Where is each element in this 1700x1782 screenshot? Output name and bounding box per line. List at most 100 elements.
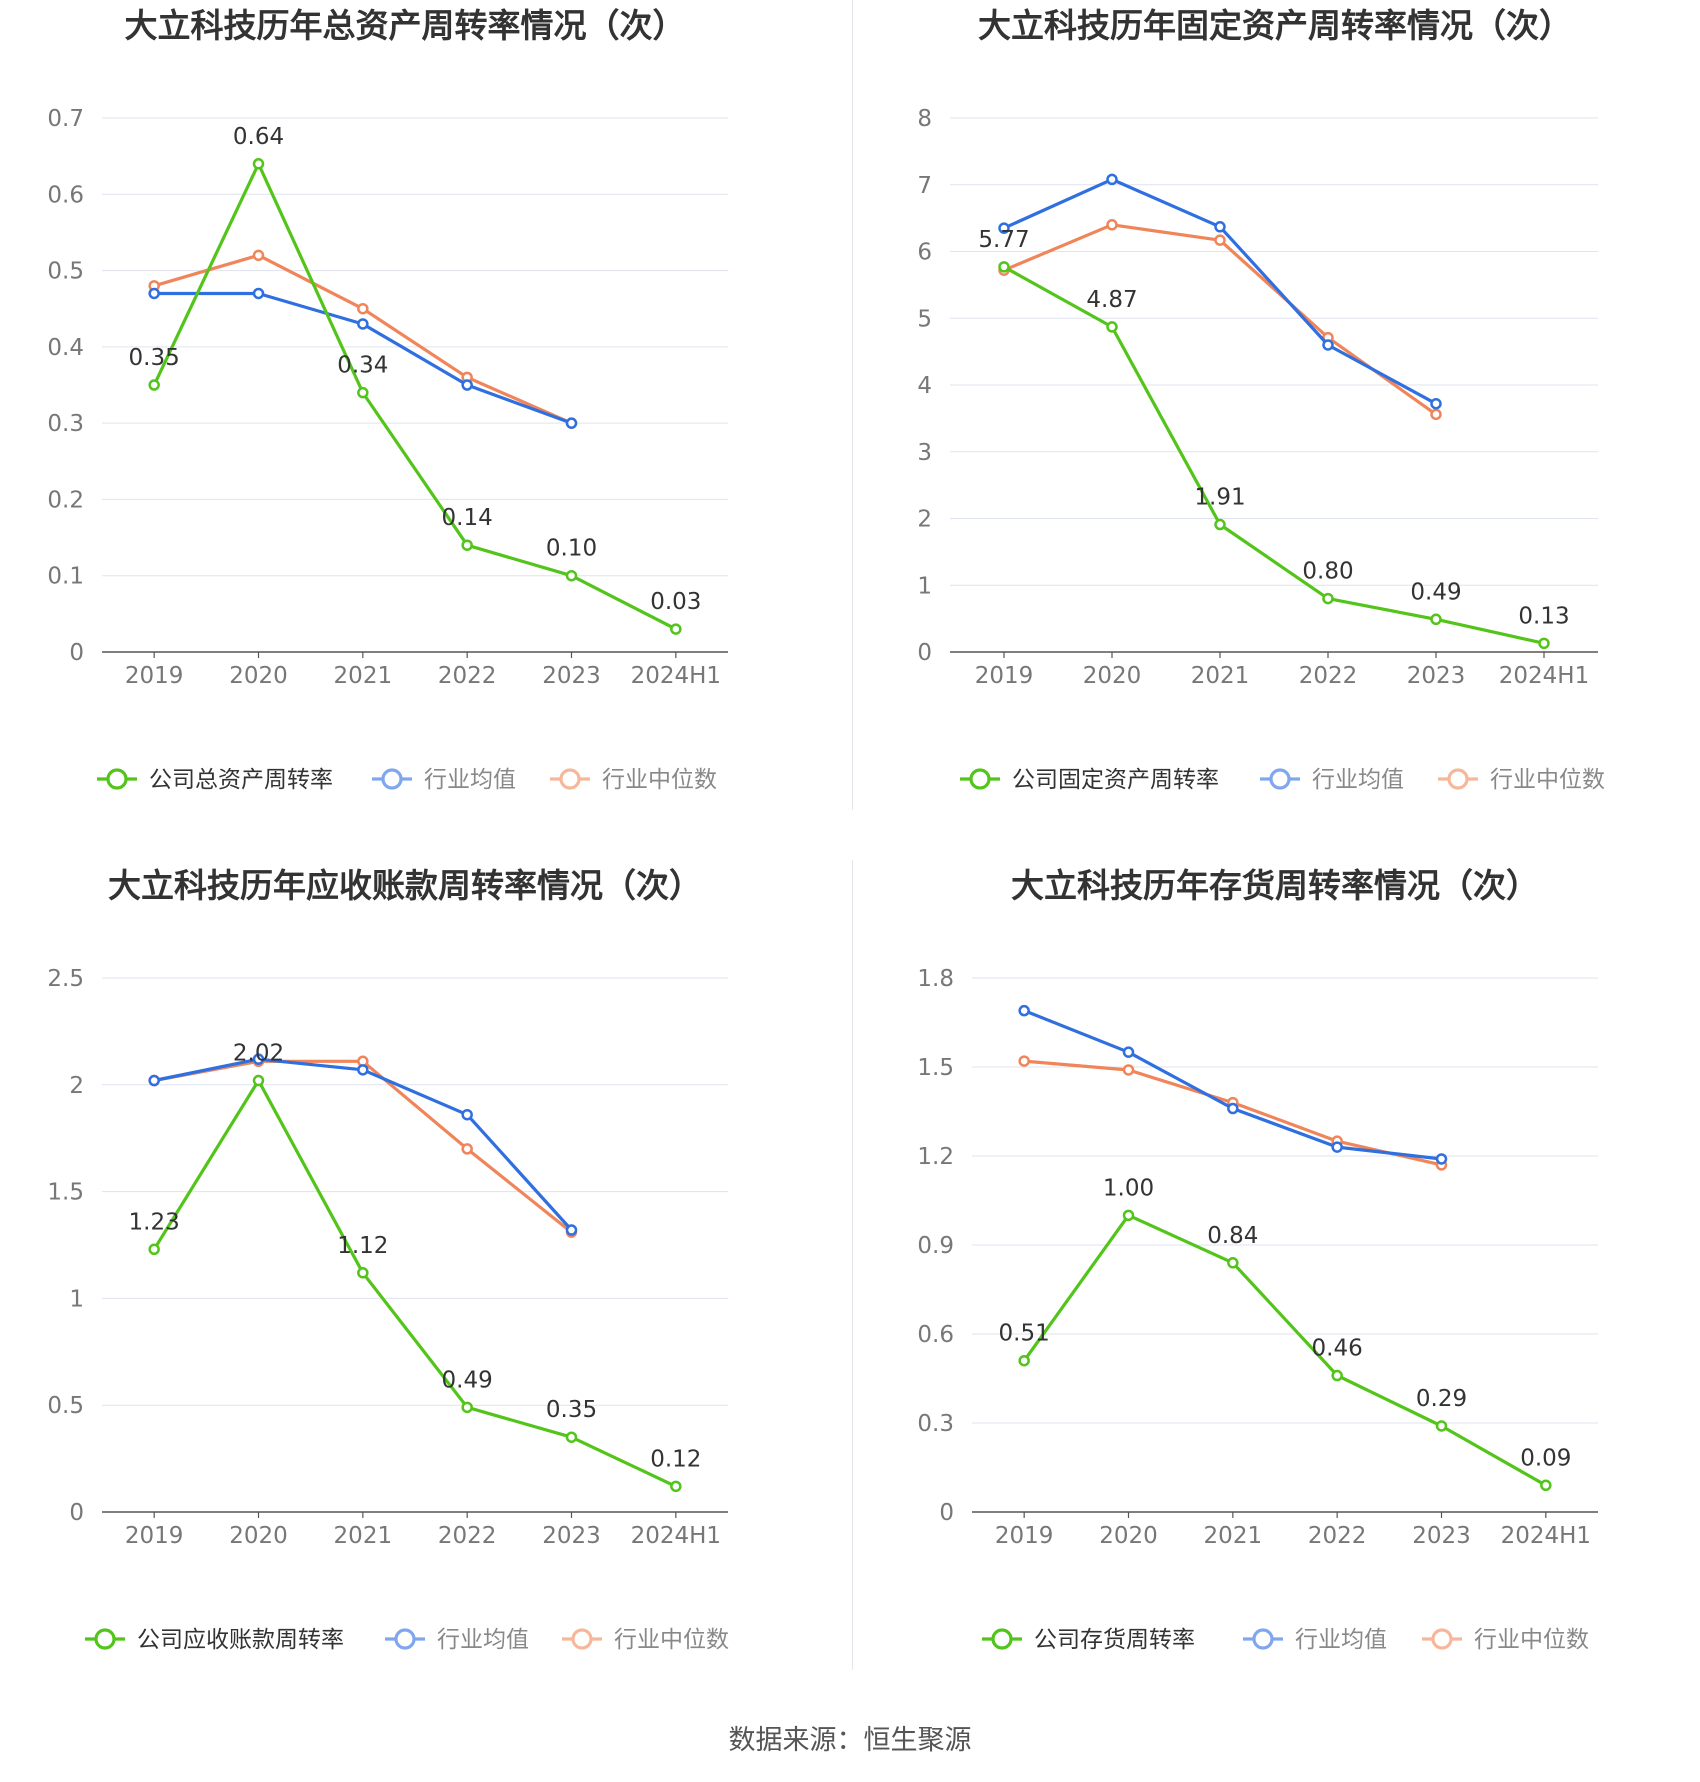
data-label: 1.23: [129, 1209, 180, 1235]
chart-panel-fixed-asset-turnover: 大立科技历年固定资产周转率情况（次） 0 1 2 3 4 5 6 7 8 2019 2020 2021 2…: [850, 0, 1700, 860]
x-tick-label: 2024H1: [1501, 1523, 1591, 1549]
y-tick-label: 1.5: [47, 1180, 84, 1206]
legend-marker-industry_median: [571, 1628, 593, 1650]
chart-svg-inventory-turnover: 大立科技历年存货周转率情况（次） 0 0.3 0.6 0.9 1.2 1.5 1.8 2019 2…: [917, 866, 1598, 1653]
x-tick-label: 2021: [334, 1523, 393, 1549]
y-tick-label: 0: [69, 1500, 84, 1526]
data-point-company: [670, 623, 682, 635]
series-line-company: [1003, 265, 1545, 645]
data-label: 0.46: [1312, 1336, 1363, 1362]
legend-marker-industry_avg: [1269, 768, 1291, 790]
y-tick-label: 0.6: [47, 182, 84, 208]
chart-svg-receivables-turnover: 大立科技历年应收账款周转率情况（次） 0 0.5 1 1.5 2 2.5 2019 2020 20…: [47, 866, 729, 1653]
data-point-company: [565, 569, 578, 582]
data-label: 1.12: [337, 1233, 388, 1259]
legend-marker-industry_median: [1431, 1628, 1453, 1650]
legend-label: 公司总资产周转率: [149, 767, 333, 793]
data-point-company: [1106, 321, 1118, 333]
data-point-industry_avg: [1430, 397, 1442, 410]
legend-label: 公司存货周转率: [1034, 1627, 1195, 1653]
data-point-industry_avg: [252, 287, 265, 300]
data-label: 0.29: [1416, 1386, 1467, 1412]
data-point-industry_avg: [1227, 1102, 1239, 1115]
data-point-industry_avg: [461, 1108, 473, 1121]
x-tick-label: 2020: [1083, 663, 1142, 689]
legend-label: 行业中位数: [602, 767, 717, 793]
data-point-company: [1331, 1369, 1343, 1382]
x-tick-label: 2021: [1191, 663, 1250, 689]
chart-svg-total-asset-turnover: 大立科技历年总资产周转率情况（次） 0 0.1 0.2 0.3 0.4 0.5 0.6 0.7 2…: [47, 6, 728, 793]
data-point-company: [1538, 637, 1550, 650]
legend-label: 行业中位数: [614, 1627, 729, 1653]
y-tick-label: 6: [917, 240, 932, 266]
series-line-industry_avg: [1023, 1009, 1442, 1161]
y-tick-label: 2: [69, 1073, 84, 1099]
y-tick-label: 0.1: [47, 564, 84, 590]
data-label: 0.35: [129, 345, 180, 371]
x-tick-label: 2019: [975, 663, 1034, 689]
x-tick-label: 2024H1: [631, 663, 721, 689]
data-point-industry_avg: [148, 287, 160, 300]
legend-label: 公司应收账款周转率: [137, 1627, 344, 1653]
x-tick-label: 2021: [1204, 1523, 1263, 1549]
y-tick-label: 8: [917, 106, 932, 132]
data-label: 0.35: [546, 1397, 597, 1423]
y-tick-label: 0.5: [47, 259, 84, 285]
x-tick-label: 2024H1: [631, 1523, 721, 1549]
data-point-company: [670, 1480, 682, 1493]
data-point-company: [252, 158, 265, 170]
data-point-industry_avg: [1214, 221, 1226, 233]
x-tick-label: 2021: [334, 663, 393, 689]
chart-panel-inventory-turnover: 大立科技历年存货周转率情况（次） 0 0.3 0.6 0.9 1.2 1.5 1.8 2019 2…: [850, 860, 1700, 1720]
data-point-industry_avg: [565, 417, 578, 429]
x-tick-label: 2022: [1299, 663, 1358, 689]
y-tick-label: 3: [917, 440, 932, 466]
data-point-company: [1122, 1209, 1135, 1222]
data-label: 5.77: [978, 227, 1029, 253]
data-point-industry_avg: [357, 318, 369, 330]
data-point-industry_avg: [148, 1074, 160, 1087]
data-point-industry_avg: [461, 379, 473, 391]
data-point-industry_median: [252, 249, 265, 262]
data-point-company: [1435, 1420, 1448, 1432]
data-label: 0.49: [1410, 579, 1461, 605]
data-label: 0.13: [1518, 603, 1569, 629]
chart-svg-fixed-asset-turnover: 大立科技历年固定资产周转率情况（次） 0 1 2 3 4 5 6 7 8 2019 2020 2021 2…: [917, 6, 1605, 793]
data-point-industry_median: [357, 302, 369, 315]
divider-bottom: [852, 860, 853, 1670]
y-tick-label: 7: [917, 173, 932, 199]
data-point-industry_avg: [1331, 1141, 1343, 1153]
x-tick-label: 2022: [438, 1523, 497, 1549]
data-label: 0.03: [650, 589, 701, 615]
y-tick-label: 1.2: [917, 1144, 954, 1170]
legend-label: 公司固定资产周转率: [1012, 767, 1219, 793]
chart-panel-receivables-turnover: 大立科技历年应收账款周转率情况（次） 0 0.5 1 1.5 2 2.5 2019 2020 20…: [0, 860, 850, 1720]
x-tick-label: 2022: [1308, 1523, 1367, 1549]
legend-marker-industry_avg: [381, 768, 403, 790]
data-point-company: [357, 386, 369, 399]
y-tick-label: 0.3: [917, 1411, 954, 1437]
y-tick-label: 0.3: [47, 411, 84, 437]
legend-marker-industry_avg: [1252, 1628, 1274, 1650]
y-tick-label: 1: [917, 573, 932, 599]
legend-marker-company: [106, 768, 128, 790]
y-tick-label: 0: [69, 640, 84, 666]
data-source-note: 数据来源：恒生聚源: [728, 1725, 972, 1756]
x-tick-label: 2019: [125, 1523, 184, 1549]
data-point-industry_median: [1214, 234, 1226, 246]
data-label: 0.10: [546, 536, 597, 562]
legend-marker-industry_avg: [394, 1628, 416, 1650]
data-label: 0.80: [1302, 559, 1353, 585]
chart-title: 大立科技历年固定资产周转率情况（次）: [978, 6, 1572, 45]
data-point-company: [1322, 592, 1334, 605]
data-label: 0.84: [1207, 1223, 1258, 1249]
y-tick-label: 4: [917, 373, 932, 399]
legend-label: 行业均值: [1312, 767, 1404, 793]
series-line-company: [152, 1078, 677, 1488]
data-point-company: [148, 379, 160, 391]
data-label: 1.91: [1194, 485, 1245, 511]
data-point-company: [1018, 1354, 1030, 1367]
y-tick-label: 1: [69, 1286, 84, 1312]
data-label: 1.00: [1103, 1175, 1154, 1201]
data-point-industry_avg: [1018, 1004, 1030, 1017]
